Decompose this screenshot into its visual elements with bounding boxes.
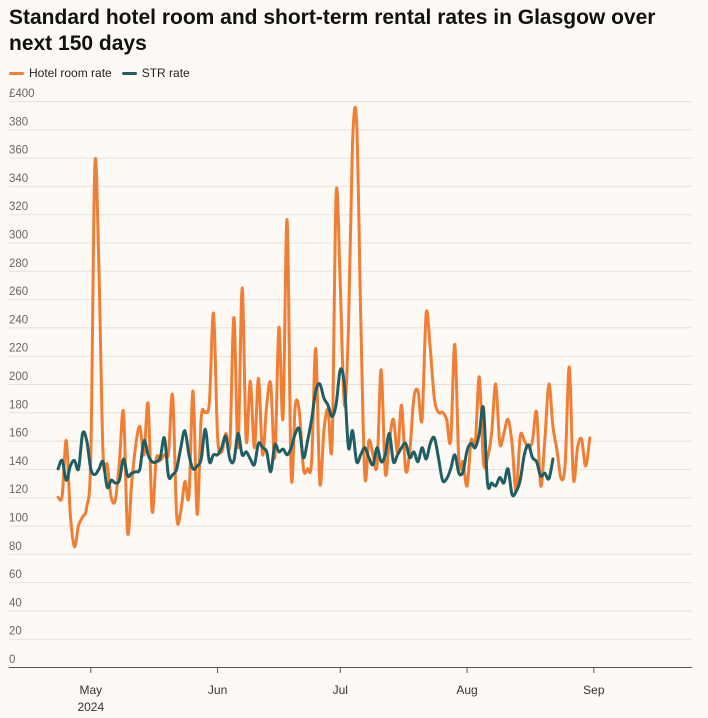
hotel-room-rate-line (56, 105, 592, 549)
str-rate-line (56, 367, 555, 498)
y-tick-label: 320 (9, 201, 28, 213)
y-tick-label: 200 (9, 371, 28, 383)
x-tick-label: May (79, 683, 102, 697)
y-tick-label: 260 (9, 286, 28, 298)
x-tick-label: Aug (456, 683, 477, 697)
y-tick-label: 340 (9, 173, 28, 185)
y-tick-label: 240 (9, 314, 28, 326)
legend-item-hotel[interactable]: Hotel room rate (9, 66, 112, 80)
y-tick-label: 180 (9, 399, 28, 411)
y-tick-label: 360 (9, 145, 28, 157)
y-tick-label: 280 (9, 258, 28, 270)
y-tick-label: 220 (9, 343, 28, 355)
y-tick-label: 160 (9, 428, 28, 440)
y-tick-label: 140 (9, 456, 28, 468)
x-tick-sublabel: 2024 (77, 700, 104, 714)
x-tick-label: Jun (208, 683, 227, 697)
y-tick-label: 120 (9, 484, 28, 496)
legend-swatch-str (121, 71, 137, 75)
chart-title: Standard hotel room and short-term renta… (9, 6, 656, 55)
y-tick-label: 100 (9, 513, 28, 525)
x-tick-label: Jul (333, 683, 348, 697)
y-tick-label: 80 (9, 541, 22, 553)
legend-label-hotel: Hotel room rate (29, 66, 112, 80)
y-tick-label: 40 (9, 597, 22, 609)
legend-swatch-hotel (9, 71, 24, 75)
y-tick-label: 300 (9, 230, 28, 242)
y-tick-label: £400 (9, 88, 35, 100)
y-tick-label: 0 (9, 654, 15, 666)
legend-item-str[interactable]: STR rate (121, 66, 190, 80)
y-tick-label: 60 (9, 569, 22, 581)
x-tick-label: Sep (583, 683, 605, 697)
legend-label-str: STR rate (141, 66, 190, 80)
y-tick-label: 20 (9, 626, 22, 638)
y-tick-label: 380 (9, 116, 28, 128)
legend: Hotel room rate STR rate (9, 66, 200, 80)
